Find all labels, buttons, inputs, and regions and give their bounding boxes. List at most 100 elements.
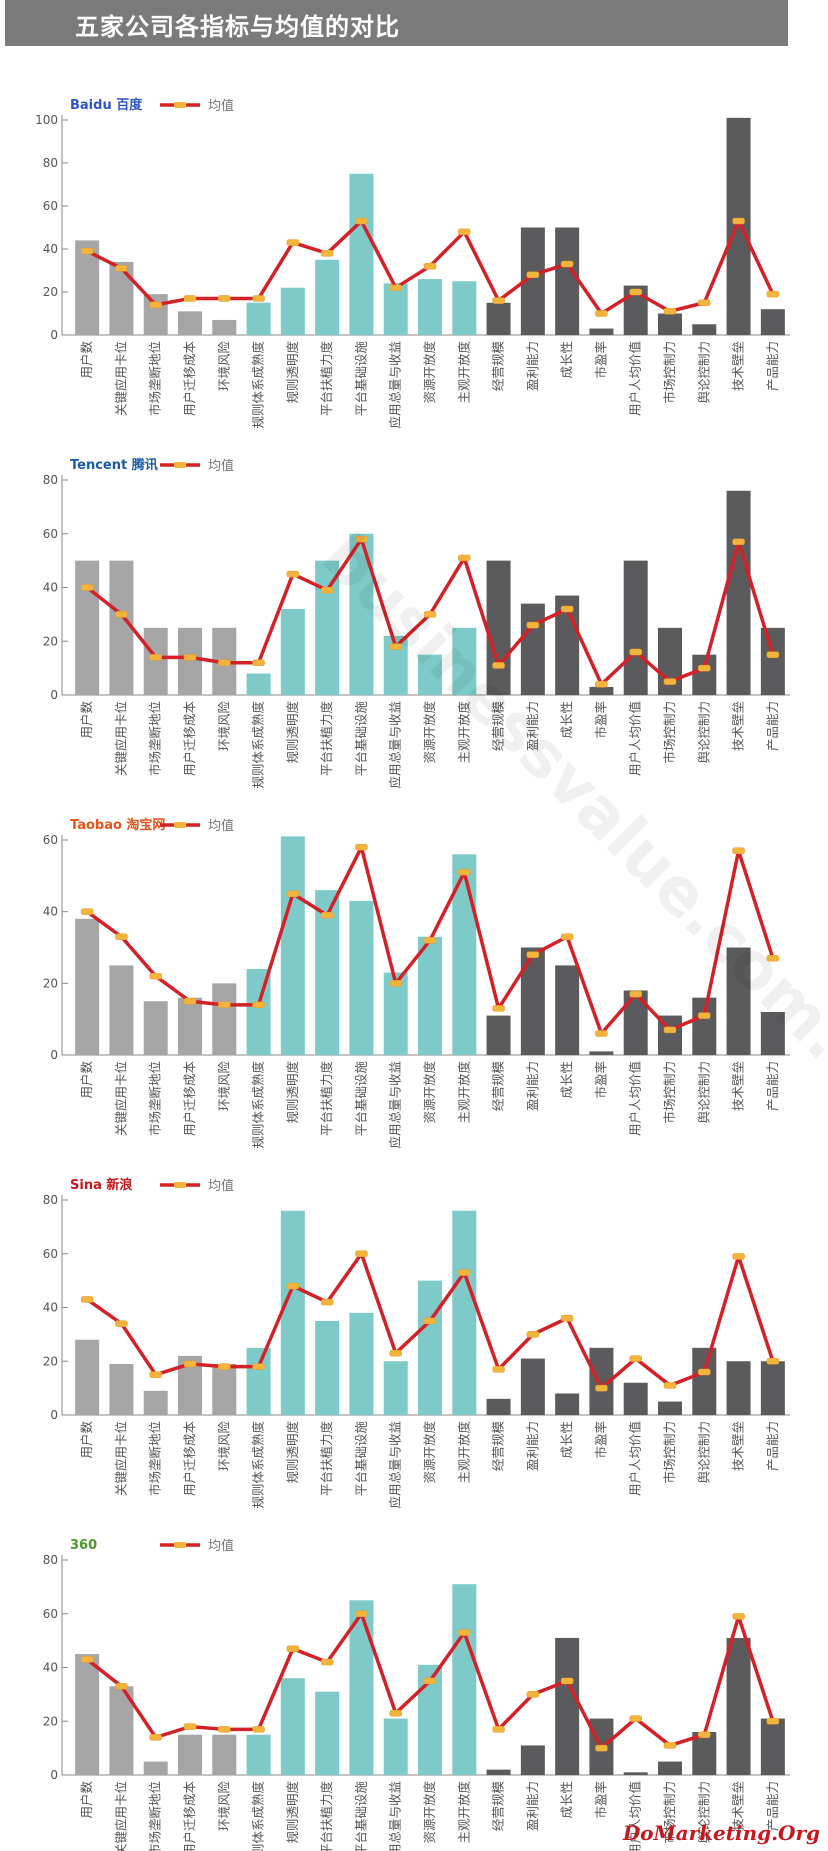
avg-point xyxy=(183,1723,197,1730)
x-tick-label: 关键应用卡位 xyxy=(113,1061,128,1136)
x-tick-label: 市盈率 xyxy=(593,341,608,379)
avg-point xyxy=(698,1368,711,1376)
bar xyxy=(692,997,717,1055)
x-tick-label: 用户数 xyxy=(79,701,94,739)
avg-point xyxy=(629,1355,642,1362)
x-tick-label: 经营规模 xyxy=(491,341,506,392)
x-tick-label: 用户人均价值 xyxy=(628,341,643,416)
avg-point xyxy=(355,1610,368,1617)
avg-point xyxy=(458,1269,471,1276)
x-tick-label: 规则透明度 xyxy=(285,1061,300,1124)
x-tick-label: 市场控制力 xyxy=(662,1781,677,1844)
y-tick-label: 80 xyxy=(43,1193,58,1207)
x-tick-label: 规则体系成熟度 xyxy=(251,341,266,429)
y-tick-label: 20 xyxy=(43,976,58,990)
bar xyxy=(760,1012,785,1055)
title-bar: 五家公司各指标与均值的对比 xyxy=(5,0,788,46)
bar xyxy=(452,1584,477,1775)
x-tick-label: 舆论控制力 xyxy=(696,1781,711,1844)
y-tick-label: 60 xyxy=(43,1247,58,1261)
x-tick-label: 技术壁垒 xyxy=(731,1781,746,1831)
bar xyxy=(555,965,580,1055)
y-tick-label: 20 xyxy=(43,1354,58,1368)
avg-point xyxy=(732,217,745,225)
x-tick-label: 市盈率 xyxy=(593,1421,608,1459)
avg-point xyxy=(183,295,197,302)
bar xyxy=(109,965,134,1055)
avg-point xyxy=(355,1250,368,1257)
avg-point xyxy=(80,908,94,915)
x-tick-label: 用户迁移成本 xyxy=(182,1781,197,1851)
avg-point xyxy=(183,654,197,661)
avg-point xyxy=(252,1001,265,1009)
x-tick-label: 规则体系成熟度 xyxy=(251,701,266,789)
x-tick-label: 资源开放度 xyxy=(422,341,437,404)
y-tick-label: 80 xyxy=(43,156,58,170)
x-tick-label: 技术壁垒 xyxy=(731,341,746,391)
bar xyxy=(486,1015,511,1055)
x-tick-label: 资源开放度 xyxy=(422,1421,437,1484)
bar xyxy=(726,1361,751,1415)
x-tick-label: 成长性 xyxy=(559,1781,574,1819)
x-tick-label: 成长性 xyxy=(559,1421,574,1459)
bar xyxy=(280,609,305,695)
avg-point xyxy=(766,651,780,658)
x-tick-label: 应用总量与收益 xyxy=(388,701,403,789)
avg-point xyxy=(286,1282,300,1290)
bar xyxy=(418,936,442,1055)
avg-point xyxy=(732,538,745,546)
y-tick-label: 0 xyxy=(50,1768,58,1782)
avg-point xyxy=(492,1726,505,1733)
avg-point xyxy=(629,288,642,296)
x-tick-label: 市场控制力 xyxy=(662,701,677,764)
avg-point xyxy=(560,605,574,613)
bar xyxy=(383,1718,408,1775)
avg-point xyxy=(423,1317,437,1325)
avg-point xyxy=(80,1656,94,1663)
x-tick-label: 盈利能力 xyxy=(525,1781,540,1831)
bar xyxy=(452,854,477,1055)
avg-point xyxy=(252,659,265,666)
avg-point xyxy=(732,1253,745,1260)
bar xyxy=(212,983,237,1055)
legend-label: 均值 xyxy=(208,1538,234,1554)
bar xyxy=(760,1718,785,1775)
legend-label: 均值 xyxy=(208,818,234,834)
bar xyxy=(726,947,751,1055)
bar xyxy=(760,309,785,335)
avg-point xyxy=(218,295,231,302)
x-tick-label: 环境风险 xyxy=(216,1781,231,1832)
x-tick-label: 平台扶植力度 xyxy=(319,341,334,417)
chart-taobao: Taobao 淘宝网 均值 0 20 40 60 用户数 关键应用卡位 市场垄断地位 用户迁移成本… xyxy=(43,817,790,1149)
avg-point xyxy=(732,1613,745,1620)
x-tick-label: 平台扶植力度 xyxy=(319,1421,334,1497)
bar xyxy=(178,627,202,695)
avg-point xyxy=(698,1012,711,1019)
avg-point xyxy=(320,586,334,594)
x-tick-label: 环境风险 xyxy=(216,1421,231,1472)
x-tick-label: 用户迁移成本 xyxy=(182,1061,197,1137)
legend-label: 均值 xyxy=(208,98,234,114)
avg-point xyxy=(183,998,197,1005)
chart-tencent: Tencent 腾讯 均值 0 20 40 60 80 用户数 关键应用卡位 市场垄断地位 用户迁移… xyxy=(43,457,790,789)
legend-label: 均值 xyxy=(208,458,234,474)
avg-point xyxy=(698,299,711,306)
x-tick-label: 资源开放度 xyxy=(422,701,437,764)
x-tick-label: 产品能力 xyxy=(765,1061,780,1111)
bar xyxy=(349,533,374,695)
avg-point xyxy=(663,1026,677,1034)
x-tick-label: 舆论控制力 xyxy=(696,701,711,764)
bar xyxy=(623,560,648,695)
avg-point xyxy=(149,1371,162,1378)
avg-point xyxy=(526,271,540,279)
avg-point xyxy=(560,1677,574,1685)
bar xyxy=(246,1347,271,1415)
company-logo: Tencent 腾讯 xyxy=(70,457,158,473)
avg-point xyxy=(286,239,300,246)
avg-point xyxy=(492,662,505,669)
avg-point xyxy=(320,912,334,919)
x-tick-label: 应用总量与收益 xyxy=(388,1421,403,1509)
avg-point xyxy=(766,1718,780,1725)
y-tick-label: 40 xyxy=(43,581,58,595)
avg-point xyxy=(629,990,642,998)
